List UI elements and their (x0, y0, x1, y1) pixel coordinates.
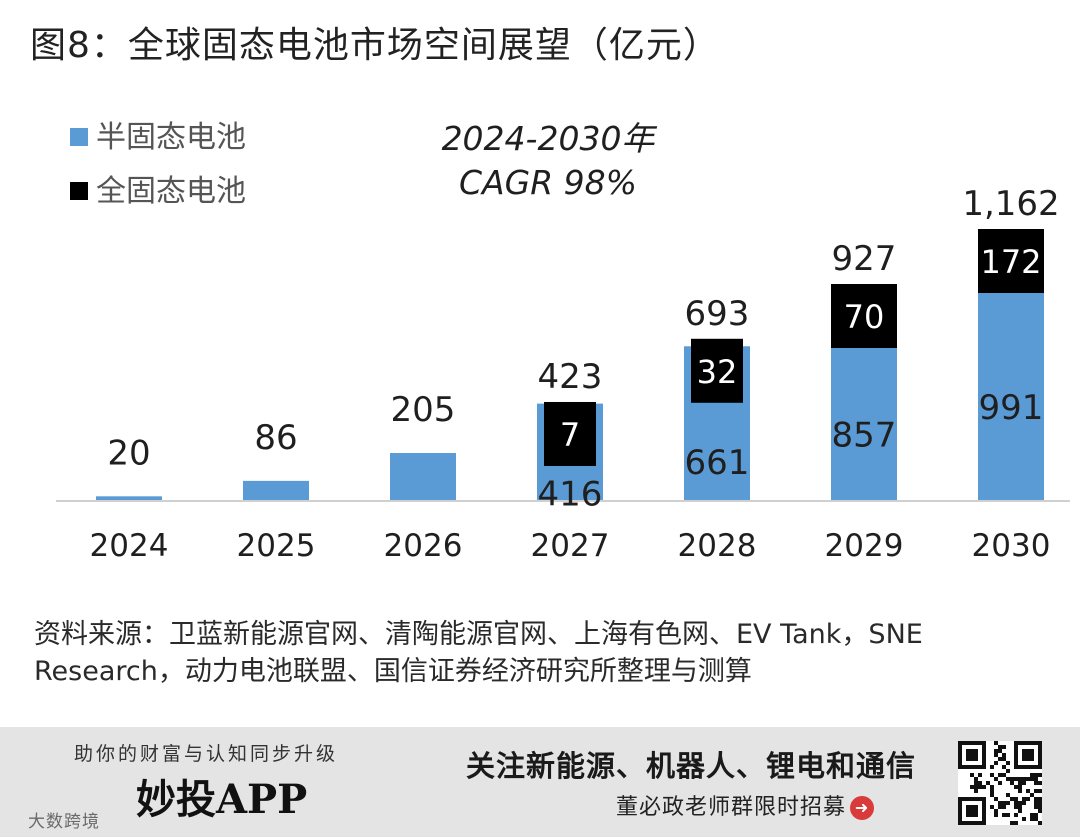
bar-all-solid-2030 (978, 229, 1044, 293)
bar-all-solid-2028 (691, 338, 743, 403)
promo-footer: 助你的财富与认知同步升级 妙投APP 大数跨境 关注新能源、机器人、锂电和通信 … (0, 727, 1080, 837)
label-semi-solid-2029: 857 (832, 416, 897, 456)
legend-label-semi-solid: 半固态电池 (96, 120, 246, 155)
x-tick-2027: 2027 (531, 528, 610, 564)
source-note: 资料来源：卫蓝新能源官网、清陶能源官网、上海有色网、EV Tank，SNE Re… (34, 619, 923, 687)
bar-semi-solid-2024 (96, 496, 162, 501)
annotation-line-2: CAGR 98% (459, 163, 637, 202)
label-all-solid-2028: 32 (697, 353, 738, 391)
x-axis-ticks: 2024 2025 2026 2027 2028 2029 2030 (90, 528, 1051, 564)
bar-semi-solid-2030 (978, 269, 1044, 501)
legend-swatch-semi-solid (70, 128, 88, 146)
annotation-line-1: 2024-2030年 (442, 119, 658, 158)
bar-semi-solid-2026 (390, 453, 456, 501)
app-logo[interactable]: 妙投APP (136, 776, 308, 823)
x-tick-2030: 2030 (972, 528, 1051, 564)
bar-all-solid-2027 (544, 401, 596, 466)
footer-subline[interactable]: 董必政老师群限时招募 ➜ (616, 789, 875, 821)
x-tick-2024: 2024 (90, 528, 169, 564)
watermark: 大数跨境 (28, 812, 100, 832)
x-tick-2029: 2029 (825, 528, 904, 564)
total-label-2024: 20 (107, 433, 150, 473)
label-all-solid-2027: 7 (560, 416, 580, 454)
bar-all-solid-2029 (831, 284, 897, 349)
footer-subline-text: 董必政老师群限时招募 (616, 795, 847, 820)
qr-code-icon[interactable] (958, 741, 1042, 825)
total-label-2030: 1,162 (962, 184, 1059, 224)
label-all-solid-2030: 172 (980, 243, 1041, 281)
label-semi-solid-2028: 661 (685, 443, 750, 483)
total-label-2028: 693 (685, 294, 750, 334)
label-semi-solid-2027: 416 (538, 474, 603, 514)
x-tick-2026: 2026 (384, 528, 463, 564)
legend-swatch-all-solid (70, 182, 88, 200)
label-semi-solid-2030: 991 (979, 388, 1044, 428)
footer-tagline: 助你的财富与认知同步升级 (74, 743, 339, 765)
bar-semi-solid-2025 (243, 480, 309, 501)
data-labels: 20 86 205 7 416 423 32 661 693 70 857 927 172 991 1,16… (107, 184, 1059, 514)
x-tick-2025: 2025 (237, 528, 316, 564)
x-tick-2028: 2028 (678, 528, 757, 564)
total-label-2025: 86 (254, 418, 297, 458)
arrow-right-circle-icon[interactable]: ➜ (850, 796, 875, 820)
cagr-annotation: 2024-2030年 CAGR 98% (442, 119, 658, 202)
bar-group (96, 229, 1044, 501)
label-all-solid-2029: 70 (844, 298, 885, 336)
total-label-2026: 205 (391, 390, 456, 430)
footer-headline: 关注新能源、机器人、锂电和通信 (466, 749, 917, 783)
total-label-2027: 423 (538, 357, 603, 397)
total-label-2029: 927 (832, 239, 897, 279)
legend-label-all-solid: 全固态电池 (96, 174, 246, 209)
chart-title: 图8：全球固态电池市场空间展望（亿元） (30, 25, 720, 66)
